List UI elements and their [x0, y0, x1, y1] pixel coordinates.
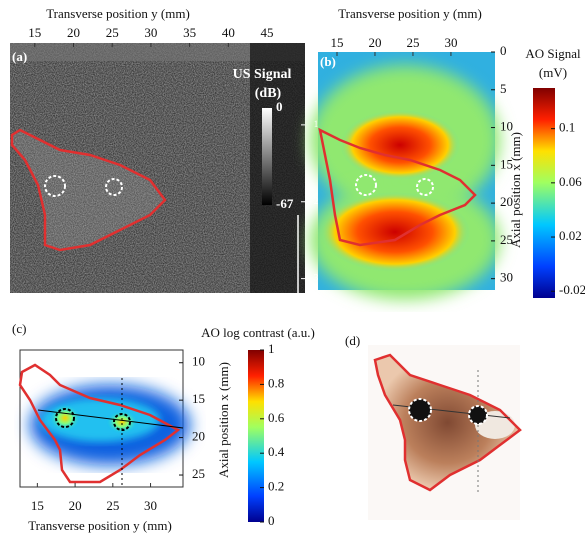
tumor-contour [373, 353, 522, 492]
tick-label: 10 [192, 354, 205, 369]
tick-label: 25 [406, 35, 419, 50]
axis-title: Axial position x (mm) [508, 132, 523, 248]
colorbar-unit: (mV) [539, 65, 567, 80]
signal [340, 110, 460, 180]
signal [320, 192, 470, 272]
colorbar [262, 108, 272, 205]
tick-label: 0.2 [268, 479, 284, 494]
tick-label: 20 [67, 25, 80, 40]
axis-title: Transverse position y (mm) [28, 518, 172, 533]
axis-title: Axial position x (mm) [216, 362, 231, 478]
tick-label: 0.6 [268, 410, 285, 425]
inclusion [416, 178, 434, 196]
shadow [250, 43, 305, 293]
tick-label: 0.8 [268, 375, 284, 390]
inclusion [44, 175, 66, 197]
tick-label: 20 [192, 429, 205, 444]
tick-label: 10 [500, 119, 513, 134]
tick-label: 20 [500, 194, 513, 209]
inclusion [355, 174, 377, 196]
tick-label: 0 [268, 513, 275, 528]
colorbar-title: AO log contrast (a.u.) [201, 325, 315, 340]
tick-label: 3 [314, 273, 319, 283]
tick-label: 20 [368, 35, 381, 50]
tick-label: 0.4 [268, 444, 285, 459]
tick-label: 5 [500, 81, 507, 96]
tick-label: 25 [500, 232, 513, 247]
colorbar-title: US Signal [233, 67, 292, 82]
tick-label: 25 [106, 498, 119, 513]
tick-label: -67 [276, 196, 294, 211]
tick-label: 40 [222, 25, 235, 40]
tick-label: 15 [28, 25, 41, 40]
inclusion [55, 408, 75, 428]
tick-label: 15 [330, 35, 343, 50]
tick-label: 0 [500, 43, 507, 58]
inclusion [113, 413, 131, 431]
panel-c: (c) Transverse position y (mm) Axial pos… [12, 321, 315, 533]
tick-label: 0 [276, 99, 283, 114]
tick-label: 45 [261, 25, 274, 40]
tick-label: 0.1 [559, 120, 575, 135]
tick-label: 30 [500, 270, 513, 285]
tumor-contour [18, 363, 181, 484]
tumor-contour [10, 128, 167, 252]
signal [49, 404, 81, 432]
tick-label: 1 [314, 119, 319, 129]
panel-a: (a) Transverse position y (mm) US Signal… [10, 6, 305, 295]
tick-label: 15 [500, 156, 513, 171]
tick-label: 25 [192, 466, 205, 481]
tick-label: 30 [144, 498, 157, 513]
tick-label: 0.02 [559, 228, 582, 243]
panel-label: (d) [345, 333, 360, 348]
axis-title: Transverse position y (mm) [46, 6, 190, 21]
tumor-contour [318, 127, 477, 247]
tick-label: -0.02 [559, 282, 585, 297]
tick-label: 15 [192, 391, 205, 406]
colorbar [533, 88, 555, 298]
panel-label: (a) [12, 49, 27, 64]
inclusion [468, 405, 488, 425]
tick-label: 30 [444, 35, 457, 50]
axis-title: Transverse position y (mm) [338, 6, 482, 21]
panel-label: (c) [12, 321, 26, 336]
colorbar-unit: (dB) [255, 86, 282, 101]
tick-label: 20 [69, 498, 82, 513]
tick-label: 0.06 [559, 174, 582, 189]
colorbar [248, 350, 264, 522]
tick-label: 1 [268, 341, 275, 356]
inclusion [408, 398, 432, 422]
signal [106, 410, 138, 434]
tick-label: 2 [314, 196, 319, 206]
tick-label: 15 [31, 498, 44, 513]
tick-label: 25 [106, 25, 119, 40]
skin-layer [10, 43, 305, 61]
panel-b: (b) Transverse position y (mm) Axial pos… [310, 6, 581, 300]
panel-label: (b) [320, 54, 336, 69]
tick-label: 30 [144, 25, 157, 40]
colorbar-title: AO Signal [525, 46, 581, 61]
panel-d: (d) [345, 333, 522, 520]
inclusion [105, 178, 123, 196]
profile-line [37, 409, 184, 429]
tick-label: 35 [183, 25, 196, 40]
